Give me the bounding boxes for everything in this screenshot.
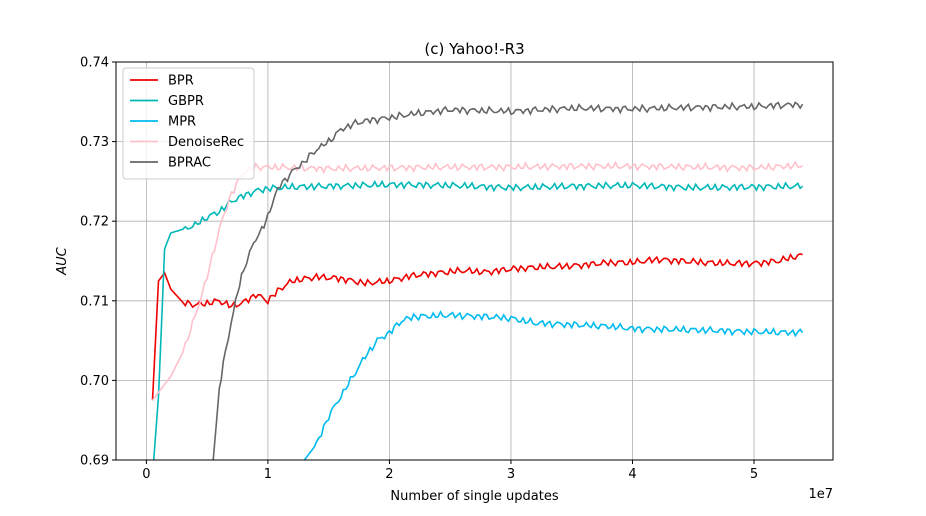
x-tick-label: 5 xyxy=(750,467,758,482)
legend-label: MPR xyxy=(168,115,196,130)
x-axis-offset-label: 1e7 xyxy=(808,487,833,502)
y-tick-label: 0.69 xyxy=(80,454,109,469)
x-tick-label: 2 xyxy=(385,467,393,482)
legend-label: BPR xyxy=(168,74,194,89)
legend-label: GBPR xyxy=(168,94,204,109)
y-tick-label: 0.72 xyxy=(80,215,109,230)
y-axis-ticks: 0.69 0.70 0.71 0.72 0.73 0.74 xyxy=(80,56,116,469)
x-tick-label: 1 xyxy=(264,467,272,482)
series-line-gbpr xyxy=(152,179,804,460)
legend-label: BPRAC xyxy=(168,156,211,171)
series-line-bprac xyxy=(212,101,804,460)
series-line-mpr xyxy=(303,310,804,460)
series-line-bpr xyxy=(151,253,803,401)
x-tick-label: 4 xyxy=(628,467,636,482)
y-tick-label: 0.71 xyxy=(80,294,109,309)
plot-frame xyxy=(115,61,834,461)
x-axis-ticks: 0 1 2 3 4 5 xyxy=(142,460,758,482)
series-line-denoiserec xyxy=(151,160,804,401)
y-tick-label: 0.74 xyxy=(80,56,109,71)
legend-box xyxy=(122,67,255,180)
x-tick-label: 3 xyxy=(507,467,515,482)
legend-label: DenoiseRec xyxy=(168,135,244,150)
series-layer xyxy=(151,101,804,460)
chart-title: (c) Yahoo!-R3 xyxy=(424,40,524,58)
y-tick-label: 0.70 xyxy=(80,374,109,389)
x-axis-label: Number of single updates xyxy=(390,489,558,504)
y-tick-label: 0.73 xyxy=(80,135,109,150)
y-axis-label: AUC xyxy=(55,246,70,275)
legend: BPR GBPR MPR DenoiseRec BPRAC xyxy=(122,67,255,180)
x-tick-label: 0 xyxy=(142,467,150,482)
